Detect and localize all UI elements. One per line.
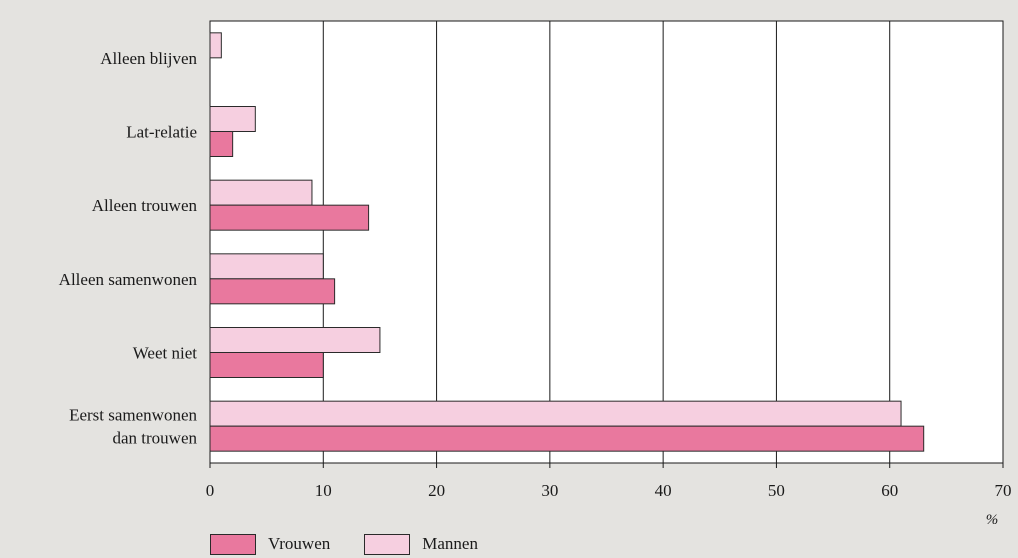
x-tick-label: 60 [881,481,898,500]
gridlines [209,21,1004,468]
bar-mannen-0 [209,32,222,59]
bars-group [209,32,925,452]
category-label-line: Eerst samenwonen [69,406,197,425]
legend-item-mannen: Mannen [364,533,478,555]
x-tick-label: 10 [315,481,332,500]
x-tick-label: 40 [655,481,672,500]
category-label: Alleen trouwen [92,196,198,215]
legend-label-mannen: Mannen [422,534,478,553]
x-tick-label: 70 [995,481,1012,500]
legend-swatch-mannen [364,533,411,555]
x-tick-label: 50 [768,481,785,500]
bar-mannen-5 [209,400,902,427]
bar-mannen-3 [209,253,324,280]
category-label-line: Weet niet [133,344,198,363]
plot-area [209,20,1004,464]
category-label-line: Alleen blijven [100,49,197,68]
category-label: Eerst samenwonen dan trouwen [69,406,197,448]
category-label-line: Alleen trouwen [92,196,198,215]
bar-vrouwen-4 [209,352,324,378]
legend-item-vrouwen: Vrouwen [210,533,331,555]
category-label: Lat-relatie [126,123,197,142]
bar-mannen-4 [209,327,381,353]
x-tick-label: 0 [206,481,215,500]
x-tick-label: 30 [541,481,558,500]
x-tick-labels: 0 10 20 30 40 50 60 70 [206,481,1012,500]
bar-mannen-1 [209,106,256,132]
bar-mannen-2 [209,179,313,206]
category-labels: Alleen blijven Lat-relatie Alleen trouwen A… [59,49,198,448]
legend-swatch-vrouwen [210,533,256,555]
legend-label-vrouwen: Vrouwen [268,534,331,553]
legend: Vrouwen Mannen [210,530,512,558]
bar-vrouwen-1 [209,131,234,157]
bar-vrouwen-2 [209,204,370,231]
x-unit-label: % [986,512,999,528]
category-label-line: Lat-relatie [126,123,197,142]
category-label: Weet niet [133,344,198,363]
bar-vrouwen-5 [209,425,925,452]
x-tick-label: 20 [428,481,445,500]
bar-chart: Alleen blijven Lat-relatie Alleen trouwen A… [59,20,1012,528]
category-label-line: Alleen samenwonen [59,270,198,289]
category-label: Alleen samenwonen [59,270,198,289]
category-label-line: dan trouwen [112,429,197,448]
bar-vrouwen-3 [209,278,336,305]
category-label: Alleen blijven [100,49,197,68]
